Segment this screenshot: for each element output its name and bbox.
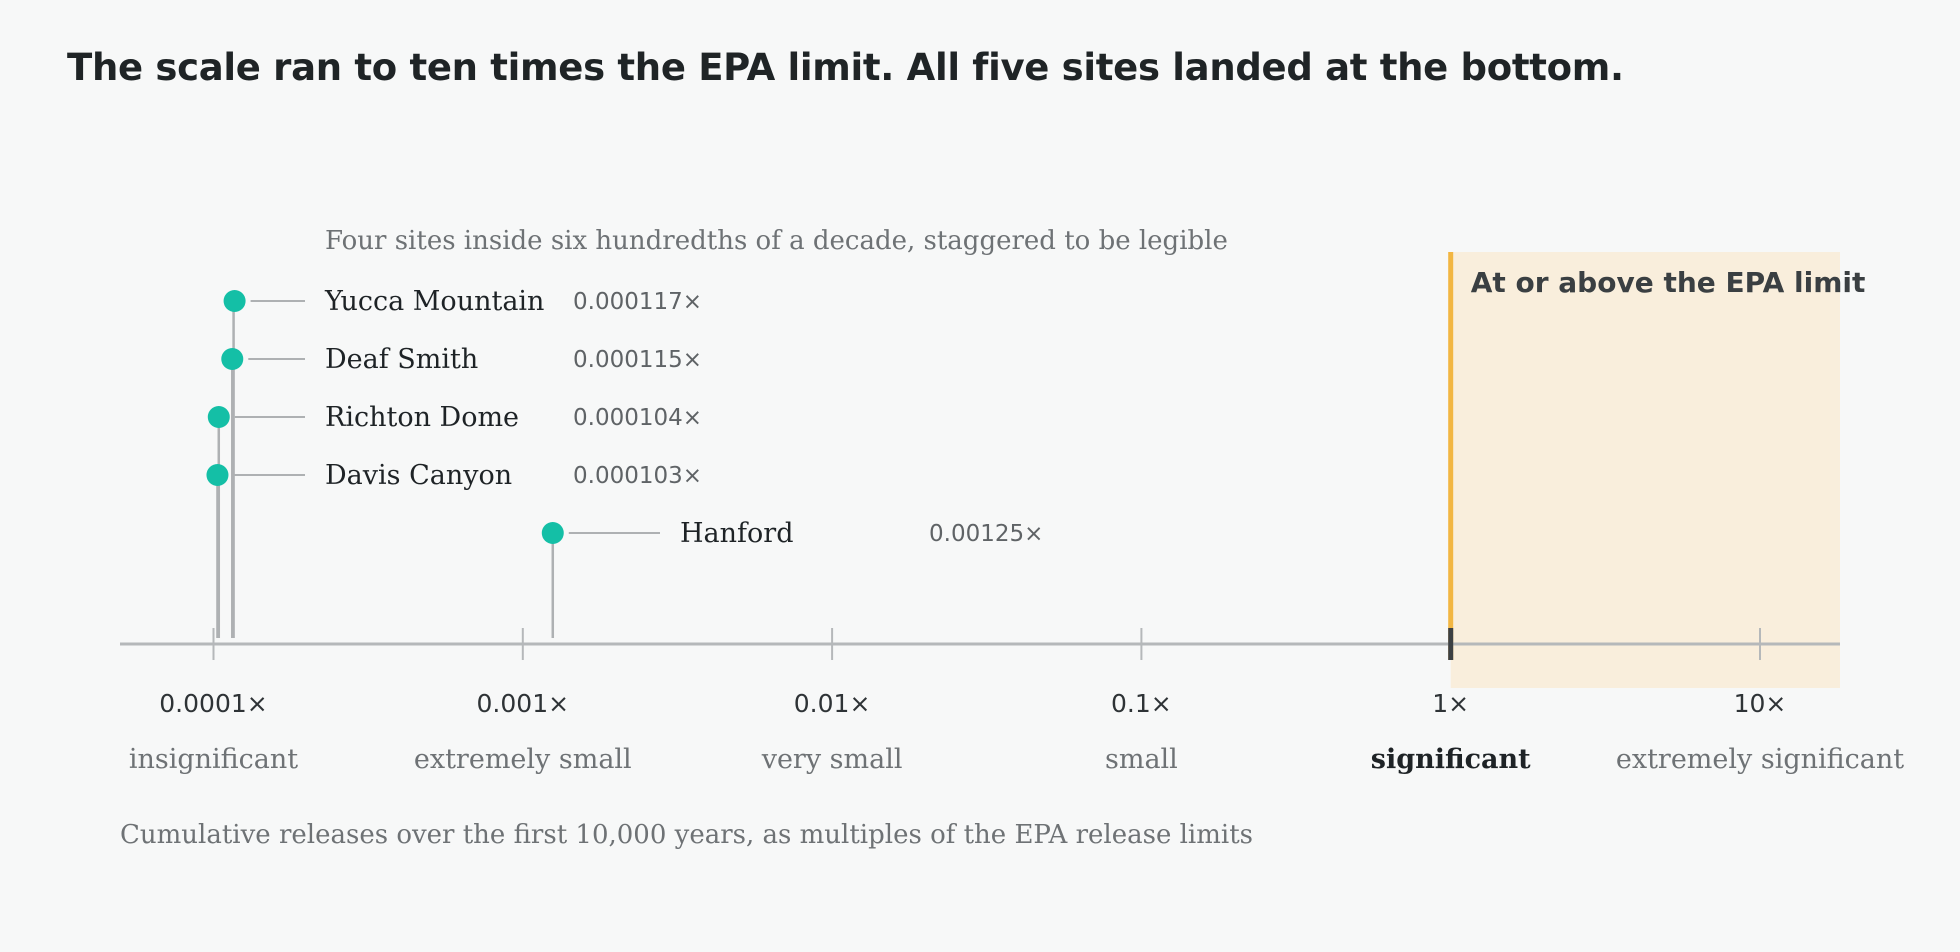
x-axis-title: Cumulative releases over the first 10,00… <box>120 820 1253 850</box>
cluster-note: Four sites inside six hundredths of a de… <box>325 226 1228 256</box>
data-point-3 <box>206 464 229 486</box>
limit-region-label: At or above the EPA limit <box>1471 266 1866 299</box>
point-name-1: Deaf Smith <box>325 344 478 375</box>
limit-region-band <box>1450 252 1840 688</box>
x-tick-label-1: 0.001× <box>477 689 570 718</box>
x-category-label-3: small <box>1105 744 1178 775</box>
data-point-1 <box>221 348 244 370</box>
point-value-2: 0.000104× <box>573 405 702 431</box>
point-value-4: 0.00125× <box>929 521 1043 547</box>
data-point-0 <box>223 290 246 312</box>
x-tick-label-2: 0.01× <box>794 689 871 718</box>
x-category-label-1: extremely small <box>414 744 632 775</box>
x-category-label-5: extremely significant <box>1616 744 1904 775</box>
chart-title: The scale ran to ten times the EPA limit… <box>67 46 1624 89</box>
point-name-2: Richton Dome <box>325 402 519 433</box>
data-point-4 <box>541 522 564 544</box>
x-category-label-0: insignificant <box>129 744 298 775</box>
x-tick-label-4: 1× <box>1432 689 1469 718</box>
point-name-4: Hanford <box>680 518 793 549</box>
point-value-3: 0.000103× <box>573 463 702 489</box>
data-point-2 <box>207 406 230 428</box>
point-value-0: 0.000117× <box>573 289 702 315</box>
x-tick-label-5: 10× <box>1734 689 1787 718</box>
x-tick-label-0: 0.0001× <box>159 689 267 718</box>
x-category-label-4: significant <box>1371 744 1531 775</box>
point-value-1: 0.000115× <box>573 347 702 373</box>
x-tick-label-3: 0.1× <box>1111 689 1172 718</box>
point-name-3: Davis Canyon <box>325 460 512 491</box>
x-category-label-2: very small <box>761 744 903 775</box>
point-name-0: Yucca Mountain <box>324 286 544 317</box>
